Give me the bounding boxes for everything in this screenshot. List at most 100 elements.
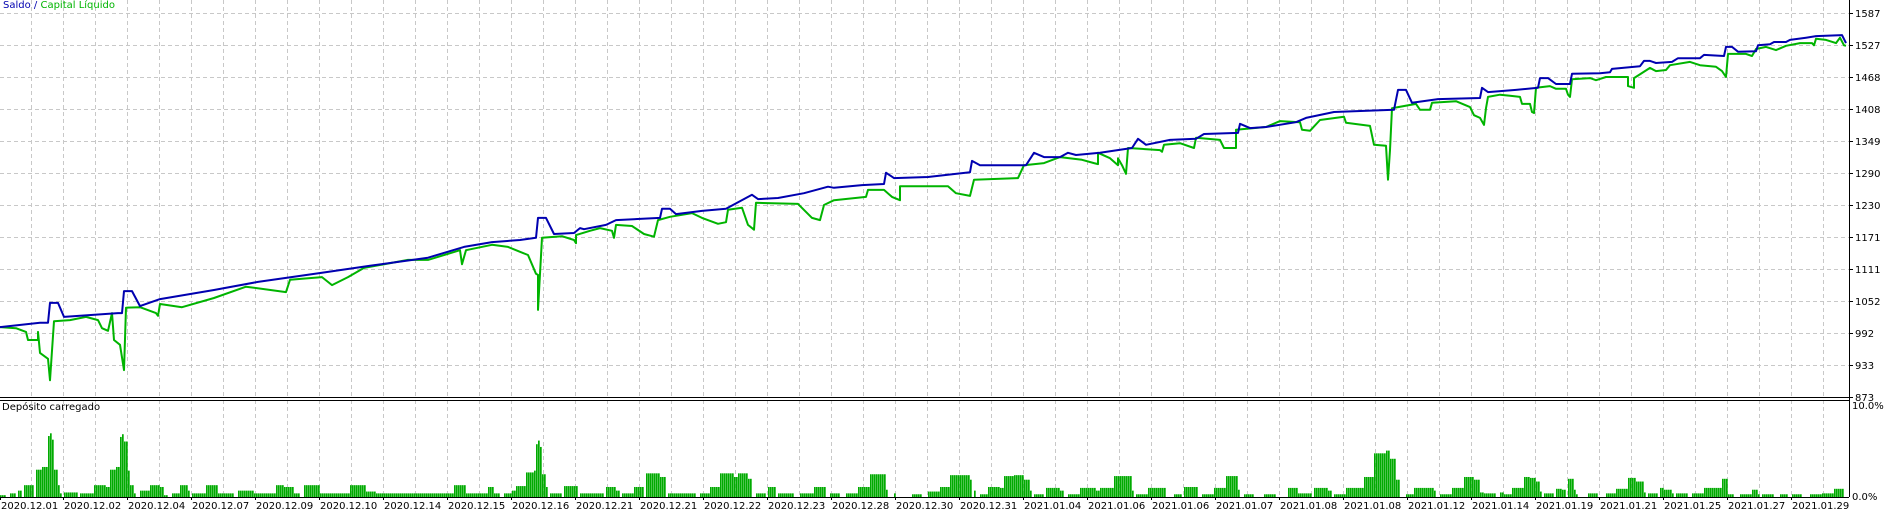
deposit-load-bar xyxy=(180,485,182,497)
deposit-load-bar xyxy=(1006,476,1008,497)
deposit-load-bar xyxy=(86,493,88,497)
deposit-load-bar xyxy=(1842,488,1844,497)
deposit-load-bar xyxy=(808,493,810,497)
deposit-load-bar xyxy=(1058,487,1060,497)
deposit-load-bar xyxy=(1816,494,1818,497)
deposit-load-bar xyxy=(48,436,50,497)
chart-frame xyxy=(0,0,1850,498)
deposit-load-bar xyxy=(512,490,514,497)
deposit-load-bar xyxy=(804,493,806,497)
deposit-load-bar xyxy=(610,486,612,497)
deposit-load-bar xyxy=(1348,487,1350,497)
deposit-load-bar xyxy=(520,486,522,497)
deposit-load-bar xyxy=(688,493,690,497)
deposit-load-bar xyxy=(1446,494,1448,497)
deposit-load-bar xyxy=(1752,489,1754,497)
deposit-load-bar xyxy=(1050,487,1052,497)
deposit-load-bar xyxy=(1784,494,1786,497)
deposit-load-bar xyxy=(1820,494,1822,497)
deposit-load-bar xyxy=(304,485,306,497)
deposit-load-bar xyxy=(834,493,836,497)
deposit-load-bar xyxy=(654,473,656,497)
deposit-load-bar xyxy=(830,493,832,497)
deposit-load-bar xyxy=(1460,487,1462,497)
deposit-load-bar xyxy=(572,486,574,497)
deposit-load-bar xyxy=(1020,475,1022,497)
deposit-load-bar xyxy=(1108,487,1110,497)
deposit-load-bar xyxy=(726,473,728,497)
y-axis-labels: 1587 1527 1468 1408 1349 1290 1230 1171 1111 1052… xyxy=(1849,9,1880,404)
deposit-load-bar xyxy=(1132,490,1134,497)
deposit-load-bar xyxy=(1476,479,1478,497)
deposit-load-bar xyxy=(568,486,570,497)
deposit-load-bar xyxy=(638,486,640,497)
deposit-load-bar xyxy=(848,493,850,497)
x-tick-label: 2020.12.14 xyxy=(384,501,441,511)
deposit-load-bar xyxy=(130,485,132,497)
deposit-load-bar xyxy=(260,493,262,497)
deposit-load-bar xyxy=(232,493,234,497)
deposit-load-bar xyxy=(760,493,762,497)
deposit-load-bar xyxy=(1544,493,1546,497)
deposit-load-bar xyxy=(522,486,524,497)
deposit-load-bar xyxy=(1158,487,1160,497)
deposit-load-bar xyxy=(192,493,194,497)
deposit-load-bar xyxy=(44,466,46,497)
deposit-load-bar xyxy=(998,486,1000,497)
deposit-load-bar xyxy=(224,493,226,497)
deposit-load-bar xyxy=(1590,493,1592,497)
deposit-load-bar xyxy=(734,476,736,497)
x-tick-label: 2021.01.14 xyxy=(1472,501,1529,511)
deposit-load-bar xyxy=(344,493,346,497)
deposit-load-bar xyxy=(946,486,948,497)
deposit-load-bar xyxy=(836,493,838,497)
deposit-load-bar xyxy=(414,493,416,497)
deposit-load-bar xyxy=(1330,490,1332,497)
deposit-load-bar xyxy=(346,493,348,497)
deposit-load-bar xyxy=(214,485,216,497)
deposit-load-bar xyxy=(422,493,424,497)
x-tick-label: 2020.12.04 xyxy=(128,501,185,511)
deposit-load-bar xyxy=(488,486,490,497)
x-tick-label: 2020.12.22 xyxy=(704,501,761,511)
y-tick-label: 1171 xyxy=(1855,233,1880,244)
deposit-load-bar xyxy=(1834,488,1836,497)
deposit-load-bar xyxy=(1796,494,1798,497)
deposit-load-bar xyxy=(1628,477,1630,497)
deposit-load-bar xyxy=(126,441,128,497)
deposit-load-bar xyxy=(690,493,692,497)
deposit-load-bar xyxy=(270,493,272,497)
deposit-load-bar xyxy=(570,486,572,497)
deposit-load-bar xyxy=(162,486,164,497)
y-tick-label: 1587 xyxy=(1855,9,1880,20)
deposit-load-bar xyxy=(1610,493,1612,497)
deposit-load-bar xyxy=(350,485,352,497)
deposit-load-bar xyxy=(1540,491,1542,497)
deposit-load-bar xyxy=(194,493,196,497)
deposit-load-bar xyxy=(1270,494,1272,497)
deposit-load-bar xyxy=(1180,494,1182,497)
deposit-load-bar xyxy=(576,486,578,497)
x-tick-label: 2021.01.04 xyxy=(1024,501,1081,511)
deposit-load-bar xyxy=(108,486,110,497)
deposit-load-bar xyxy=(1220,487,1222,497)
deposit-load-bar xyxy=(788,493,790,497)
y-tick-label: 992 xyxy=(1855,329,1874,340)
deposit-load-bar xyxy=(1770,494,1772,497)
deposit-load-bar xyxy=(1324,487,1326,497)
deposit-load-bar xyxy=(1730,494,1732,497)
deposit-load-bar xyxy=(1650,493,1652,497)
deposit-load-bar xyxy=(818,486,820,497)
deposit-load-bar xyxy=(1350,487,1352,497)
deposit-load-bar xyxy=(1536,481,1538,497)
deposit-load-bar xyxy=(1102,487,1104,497)
deposit-load-bar xyxy=(1098,490,1100,497)
deposit-load-bar xyxy=(1532,477,1534,497)
deposit-load-bar xyxy=(1364,476,1366,497)
deposit-load-bar xyxy=(732,473,734,497)
x-tick-label: 2021.01.06 xyxy=(1152,501,1209,511)
deposit-load-bar xyxy=(400,493,402,497)
deposit-load-bar xyxy=(1398,479,1400,497)
deposit-load-bar xyxy=(632,493,634,497)
deposit-load-bar xyxy=(1574,489,1576,497)
